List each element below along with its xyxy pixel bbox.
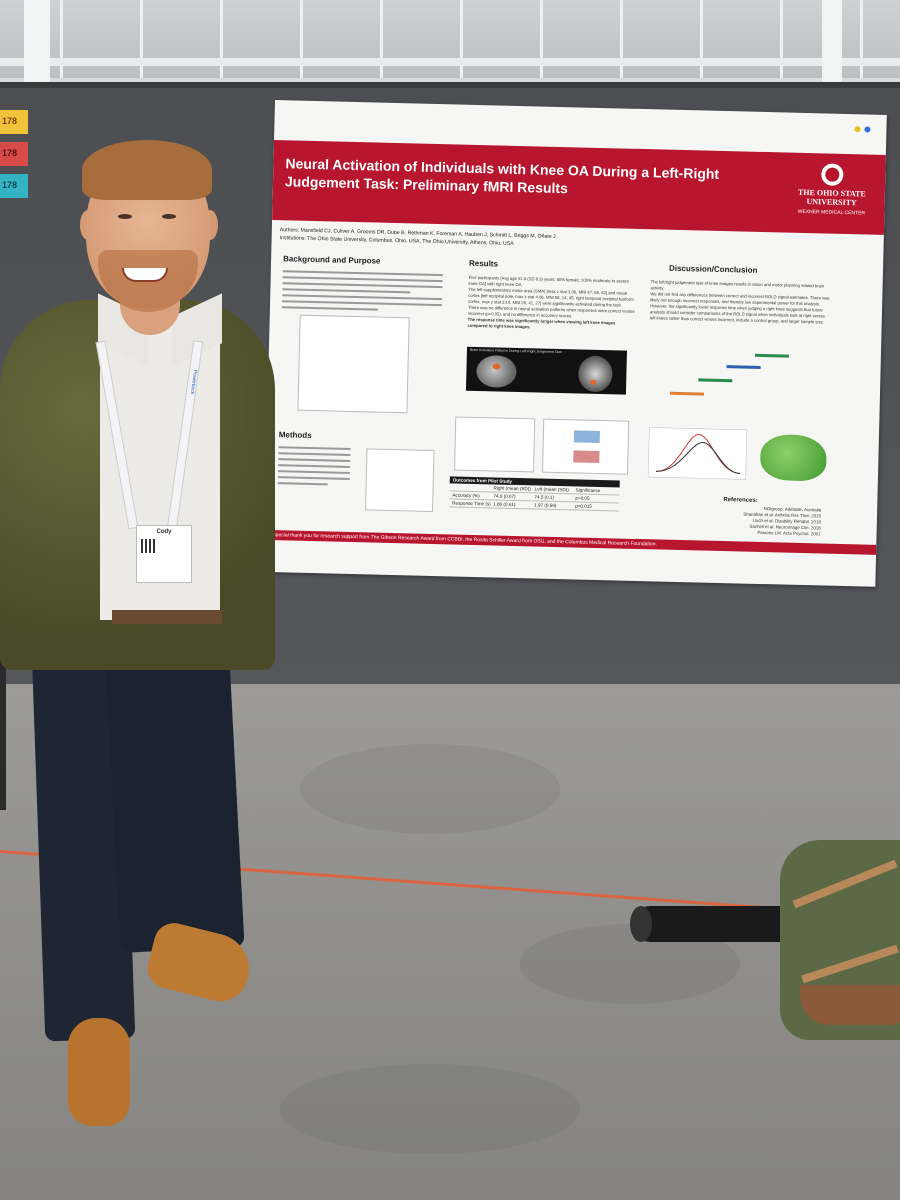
eye bbox=[162, 214, 176, 219]
belt bbox=[112, 610, 222, 624]
name-badge: Cody bbox=[136, 525, 192, 583]
ceiling bbox=[0, 0, 900, 92]
hair bbox=[82, 140, 212, 200]
qr-code-icon bbox=[141, 539, 155, 553]
ceiling-post bbox=[822, 0, 842, 96]
badge-name: Cody bbox=[156, 529, 172, 535]
display-stand bbox=[0, 640, 40, 810]
ceiling-post bbox=[24, 0, 50, 96]
smile bbox=[122, 268, 168, 282]
backpack-bottom bbox=[800, 985, 900, 1025]
shoe bbox=[68, 1018, 130, 1126]
booth-tag: 178 bbox=[0, 174, 28, 198]
booth-tag: 178 bbox=[0, 142, 28, 166]
research-poster: Neural Activation of Individuals with Kn… bbox=[263, 100, 887, 587]
board-frame bbox=[0, 82, 900, 92]
eye bbox=[118, 214, 132, 219]
response-curve-figure bbox=[647, 427, 748, 480]
poster-tube-cap bbox=[630, 906, 652, 942]
booth-tag: 178 bbox=[0, 110, 28, 134]
